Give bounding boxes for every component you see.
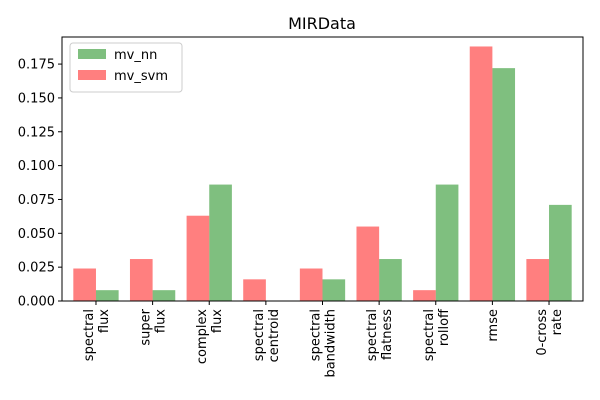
legend-label-mv-svm: mv_svm [114,69,168,84]
x-tick-label-7: rmse [486,309,501,342]
y-tick-label-5: 0.125 [18,125,55,140]
x-tick-label-1: superflux [139,308,169,345]
bar-mv-nn-6 [435,184,459,301]
bar-mv-nn-8 [549,204,572,301]
bar-mv-nn-5 [379,259,402,301]
legend: mv_nn mv_svm [69,42,183,93]
bar-mv-svm-7 [469,46,493,301]
y-tick-label-2: 0.050 [18,227,55,242]
plot-frame [61,36,584,302]
bar-mv-svm-5 [356,226,380,301]
y-tick-label-4: 0.100 [18,159,55,174]
y-tick-label-3: 0.075 [18,193,55,208]
bar-mv-nn-4 [322,279,346,301]
legend-label-mv-nn: mv_nn [114,48,157,63]
legend-swatch-mv-svm [78,70,106,80]
x-axis: spectralflux superflux complexflux spectral… [82,301,565,378]
x-tick-label-5: spectralflatness [365,309,395,361]
x-tick-label-0: spectralflux [82,309,112,362]
y-tick-label-0: 0.000 [18,295,55,310]
bar-mv-svm-8 [526,259,550,301]
x-tick-label-4: spectralbandwidth [309,309,339,378]
bars-layer [73,46,572,301]
bar-mv-nn-7 [492,68,516,301]
bar-mv-nn-2 [209,184,232,301]
x-tick-label-3: spectralcentroid [252,309,282,362]
y-axis: 0.000 0.025 0.050 0.075 0.100 0.125 0.150 0.175 [18,58,62,310]
bar-mv-nn-1 [152,290,176,301]
bar-mv-nn-0 [95,290,119,301]
y-tick-label-1: 0.025 [18,261,55,276]
x-tick-label-6: spectralrolloff [422,308,452,361]
y-tick-label-6: 0.150 [18,91,55,106]
bar-mv-svm-2 [186,215,210,301]
x-tick-label-8: 0-crossrate [535,309,565,356]
y-tick-label-7: 0.175 [18,58,55,73]
bar-mv-svm-3 [243,279,266,301]
bar-mv-svm-1 [129,259,153,301]
bar-mv-svm-0 [73,268,96,301]
bar-mv-svm-4 [299,268,323,301]
chart-title: MIRData [288,14,356,33]
legend-swatch-mv-nn [78,49,106,59]
bar-mv-svm-6 [413,290,436,301]
x-tick-label-2: complexflux [195,309,225,364]
